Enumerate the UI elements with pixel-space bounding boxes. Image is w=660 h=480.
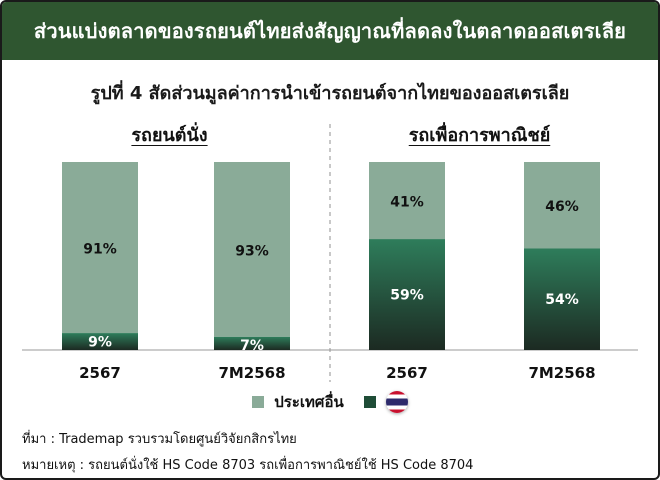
bar-others-0-0 (62, 162, 138, 334)
bar-thailand-0-0 (62, 333, 138, 350)
bar-thailand-1-1 (524, 248, 600, 350)
stacked-bar-chart: 91% 9% 2567 93% 7% 7M2568 41% 59% 2567 46% 54% 7M25… (22, 124, 638, 382)
group-title-passenger: รถยนต์นั่ง (131, 125, 208, 146)
data-label-others-0-0: 91% (83, 242, 117, 258)
data-label-others-1-1: 46% (545, 199, 579, 215)
source-note: ที่มา : Trademap รวบรวมโดยศูนย์วิจัยกสิก… (22, 432, 297, 447)
tick-label-0-0: 2567 (79, 364, 121, 382)
tick-label-1-1: 7M2568 (528, 364, 595, 382)
thailand-flag-icon (385, 391, 408, 413)
tick-label-1-0: 2567 (386, 364, 428, 382)
bar-thailand-1-0 (369, 239, 445, 350)
header-title: ส่วนแบ่งตลาดของรถยนต์ไทยส่งสัญญาณที่ลดลง… (33, 19, 627, 43)
data-label-thailand-1-0: 59% (390, 288, 424, 304)
legend-swatch-others (252, 396, 265, 408)
legend: ประเทศอื่น (2, 390, 658, 414)
legend-swatch-thailand (363, 396, 376, 408)
data-label-thailand-0-0: 9% (88, 335, 112, 351)
bar-thailand-0-1 (214, 336, 290, 350)
data-label-thailand-1-1: 54% (545, 292, 579, 308)
remark-note: หมายเหตุ : รถยนต์นั่งใช้ HS Code 8703 รถ… (22, 458, 474, 473)
tick-label-0-1: 7M2568 (218, 364, 285, 382)
chart-subtitle: รูปที่ 4 สัดส่วนมูลค่าการนำเข้ารถยนต์จาก… (90, 83, 570, 104)
legend-label-others: ประเทศอื่น (274, 393, 344, 411)
bar-others-1-0 (369, 162, 445, 240)
data-label-others-0-1: 93% (235, 243, 269, 259)
group-title-commercial: รถเพื่อการพาณิชย์ (408, 125, 551, 146)
header-banner: ส่วนแบ่งตลาดของรถยนต์ไทยส่งสัญญาณที่ลดลง… (2, 2, 658, 60)
bar-others-1-1 (524, 162, 600, 249)
data-label-others-1-0: 41% (390, 195, 424, 211)
bar-others-0-1 (214, 162, 290, 337)
data-label-thailand-0-1: 7% (240, 338, 264, 354)
